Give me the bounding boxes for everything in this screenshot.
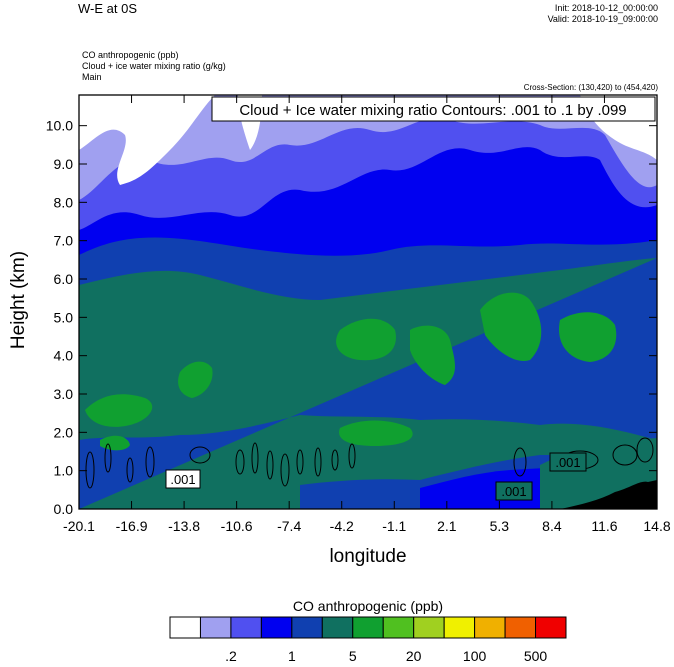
colorbar-swatch (382, 616, 415, 639)
field-label-co: CO anthropogenic (ppb) (82, 50, 179, 60)
contour-info-text: Cloud + Ice water mixing ratio Contours:… (239, 102, 626, 119)
x-tick-label: -4.2 (330, 518, 354, 534)
y-axis-label: Height (km) (8, 251, 29, 349)
y-tick-label: 2.0 (54, 424, 74, 440)
contour-info-box (211, 96, 656, 122)
colorbar-swatch (199, 616, 232, 639)
field-label-main: Main (82, 72, 102, 82)
colorbar-swatch (352, 616, 384, 639)
plot-frame (78, 94, 658, 510)
y-tick-label: 4.0 (54, 348, 74, 364)
contour-tag-box (549, 452, 587, 472)
contour-tag: .001 (170, 472, 195, 487)
x-tick-label: -16.9 (116, 518, 148, 534)
colorbar-label: 20 (406, 648, 422, 664)
colorbar-label: 500 (524, 648, 548, 664)
y-tick-label: 5.0 (54, 309, 74, 325)
colorbar-label: 100 (463, 648, 487, 664)
contour-tag-box (165, 469, 201, 489)
colorbar-swatch (230, 616, 262, 639)
colorbar-swatch (169, 616, 201, 639)
contour-tag-box (495, 481, 533, 501)
colorbar-swatch (291, 616, 323, 639)
x-tick-label: -10.6 (221, 518, 253, 534)
x-tick-label: 5.3 (490, 518, 510, 534)
y-tick-label: 0.0 (54, 501, 74, 517)
x-tick-label: -13.8 (168, 518, 200, 534)
x-tick-label: 8.4 (542, 518, 562, 534)
x-tick-label: -20.1 (63, 518, 95, 534)
colorbar-swatch (443, 616, 476, 639)
x-tick-label: 11.6 (591, 518, 617, 534)
x-axis-label: longitude (329, 546, 406, 567)
y-tick-label: 6.0 (54, 271, 74, 287)
colorbar-label: 1 (288, 648, 296, 664)
y-tick-label: 1.0 (54, 463, 74, 479)
y-tick-label: 8.0 (54, 194, 74, 210)
colorbar-swatch (535, 616, 567, 639)
axis-ticks: 0.0 1.0 2.0 3.0 4.0 5.0 6.0 7.0 8.0 9.0 10.0 -20.1 -… (46, 95, 671, 534)
colorbar-title: CO anthropogenic (ppb) (293, 598, 443, 614)
colorbar: .2 1 5 20 100 500 (169, 616, 567, 664)
contour-tag: .001 (555, 455, 580, 470)
init-time: Init: 2018-10-12_00:00:00 (554, 3, 658, 13)
colorbar-swatch (474, 616, 506, 639)
colorbar-swatch (260, 616, 293, 639)
x-tick-label: -1.1 (382, 518, 406, 534)
colorbar-swatch (413, 616, 445, 639)
x-tick-label: -7.4 (277, 518, 301, 534)
x-tick-label: 14.8 (643, 518, 670, 534)
y-tick-label: 9.0 (54, 156, 74, 172)
field-label-cloud: Cloud + ice water mixing ratio (g/kg) (82, 61, 226, 71)
colorbar-swatch (504, 616, 537, 639)
y-tick-label: 10.0 (46, 118, 73, 134)
valid-time: Valid: 2018-10-19_09:00:00 (547, 14, 658, 24)
colorbar-swatch (321, 616, 354, 639)
x-tick-label: 2.1 (437, 518, 457, 534)
colorbar-label: .2 (225, 648, 237, 664)
chart-title: W-E at 0S (78, 1, 138, 16)
co-contour-fill (79, 95, 657, 509)
colorbar-label: 5 (349, 648, 357, 664)
y-tick-label: 7.0 (54, 233, 74, 249)
cross-section-label: Cross-Section: (130,420) to (454,420) (523, 83, 658, 92)
contour-tag: .001 (501, 484, 526, 499)
y-tick-label: 3.0 (54, 386, 74, 402)
